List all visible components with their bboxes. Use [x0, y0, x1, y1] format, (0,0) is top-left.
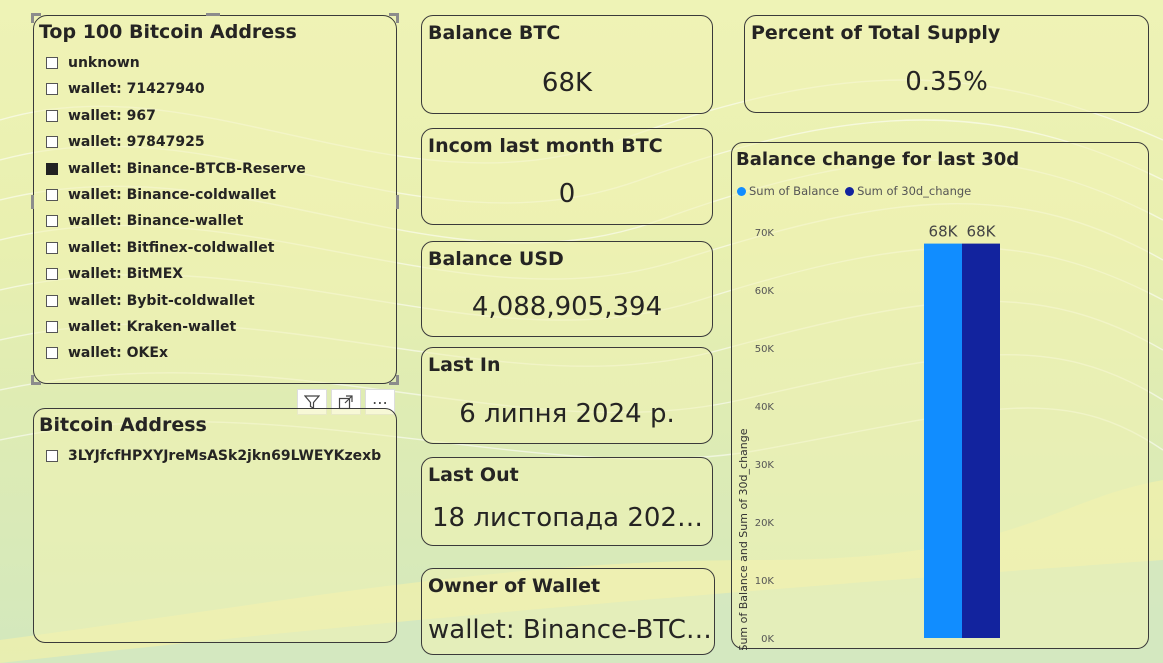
checkbox[interactable]: [46, 294, 58, 307]
checkbox[interactable]: [46, 109, 58, 122]
kpi-value: wallet: Binance-BTC…: [428, 615, 712, 645]
kpi-value: 18 листопада 202…: [432, 503, 703, 533]
slicer-item-label: wallet: Binance-BTCB-Reserve: [68, 160, 306, 177]
slicer-item-label: wallet: 967: [68, 107, 156, 124]
balance-change-chart: Balance change for last 30d Sum of Balan…: [731, 142, 1149, 650]
y-tick-label: 40K: [755, 402, 775, 413]
resize-handle-top-left[interactable]: [31, 13, 41, 16]
chart-title: Balance change for last 30d: [736, 149, 1020, 170]
slicer-item[interactable]: wallet: Bitfinex-coldwallet: [46, 237, 274, 259]
slicer-item[interactable]: wallet: BitMEX: [46, 263, 183, 285]
resize-handle-left[interactable]: [31, 195, 34, 209]
resize-handle-bottom-left[interactable]: [31, 382, 41, 385]
kpi-last-in: Last In 6 липня 2024 р.: [421, 347, 713, 444]
slicer-title: Bitcoin Address: [39, 414, 207, 436]
bar-data-label: 68K: [967, 223, 997, 241]
checkbox[interactable]: [46, 347, 58, 360]
kpi-value: 68K: [541, 68, 593, 98]
slicer-item-label: unknown: [68, 55, 140, 71]
resize-handle-bottom-right-v[interactable]: [396, 375, 399, 385]
slicer-item-label: wallet: OKEx: [68, 345, 168, 362]
kpi-value: 0: [558, 179, 576, 209]
slicer-item-label: wallet: Binance-coldwallet: [68, 187, 276, 203]
slicer-item-label: wallet: Binance-wallet: [68, 213, 244, 230]
slicer-item[interactable]: unknown: [46, 52, 140, 74]
checkbox[interactable]: [46, 136, 58, 149]
slicer-item-label: wallet: Bitfinex-coldwallet: [68, 239, 275, 256]
kpi-title: Balance USD: [428, 248, 564, 270]
resize-handle-right[interactable]: [396, 195, 399, 209]
y-axis-title: Sum of Balance and Sum of 30d_change: [737, 428, 750, 650]
checkbox[interactable]: [46, 268, 58, 281]
kpi-title: Last Out: [428, 464, 519, 486]
checkbox[interactable]: [46, 321, 58, 333]
slicer-item-label: wallet: BitMEX: [68, 266, 184, 283]
kpi-owner-of-wallet: Owner of Wallet wallet: Binance-BTC…: [421, 568, 715, 655]
bar-30d-change[interactable]: [962, 243, 1000, 638]
top100-address-slicer: Top 100 Bitcoin Address unknown wallet: 7…: [33, 15, 397, 384]
checkbox[interactable]: [46, 215, 58, 228]
kpi-value: 4,088,905,394: [471, 292, 663, 322]
bar-balance[interactable]: [924, 243, 962, 638]
resize-handle-top-right[interactable]: [389, 13, 399, 16]
y-tick-label: 70K: [755, 228, 775, 239]
chart-legend: Sum of Balance Sum of 30d_change: [737, 184, 971, 198]
checkbox[interactable]: [46, 189, 58, 201]
kpi-last-out: Last Out 18 листопада 202…: [421, 457, 713, 546]
resize-handle-top-left-v[interactable]: [31, 13, 34, 23]
slicer-item[interactable]: wallet: Binance-coldwallet: [46, 184, 276, 206]
kpi-title: Incom last month BTC: [428, 135, 663, 157]
slicer-item[interactable]: 3LYJfcfHPXYJreMsASk2jkn69LWEYKzexb: [46, 445, 381, 467]
kpi-title: Last In: [428, 354, 501, 376]
slicer-item-label: wallet: Kraken-wallet: [68, 319, 237, 335]
y-tick-label: 0K: [761, 634, 774, 645]
slicer-item[interactable]: wallet: 71427940: [46, 78, 205, 100]
kpi-balance-btc: Balance BTC 68K: [421, 15, 713, 114]
resize-handle-bottom-right[interactable]: [389, 382, 399, 385]
checkbox[interactable]: [46, 241, 58, 254]
kpi-title: Balance BTC: [428, 22, 561, 44]
slicer-item-label: wallet: Bybit-coldwallet: [68, 292, 255, 309]
checkbox[interactable]: [46, 83, 58, 96]
bitcoin-address-slicer: Bitcoin Address 3LYJfcfHPXYJreMsASk2jkn6…: [33, 408, 397, 643]
kpi-income-last-month: Incom last month BTC 0: [421, 128, 713, 225]
slicer-item-label: wallet: 97847925: [68, 134, 205, 151]
checkbox[interactable]: [46, 57, 58, 69]
y-tick-label: 60K: [755, 286, 775, 297]
slicer-item[interactable]: wallet: Kraken-wallet: [46, 316, 236, 338]
bar-data-label: 68K: [929, 223, 959, 241]
kpi-value: 0.35%: [905, 67, 988, 97]
kpi-value: 6 липня 2024 р.: [459, 399, 675, 429]
chart-plot: Sum of Balance and Sum of 30d_change 0K 1…: [737, 223, 1000, 650]
slicer-item[interactable]: wallet: Binance-BTCB-Reserve: [46, 158, 306, 180]
resize-handle-top[interactable]: [206, 13, 220, 16]
legend-label-balance: Sum of Balance: [749, 184, 840, 198]
slicer-item[interactable]: wallet: Bybit-coldwallet: [46, 290, 255, 312]
kpi-balance-usd: Balance USD 4,088,905,394: [421, 241, 713, 337]
kpi-title: Percent of Total Supply: [751, 22, 1001, 44]
y-tick-label: 30K: [755, 460, 775, 471]
kpi-title: Owner of Wallet: [428, 575, 601, 597]
legend-label-change: Sum of 30d_change: [857, 184, 972, 198]
slicer-title: Top 100 Bitcoin Address: [39, 21, 297, 43]
legend-dot-balance: [737, 186, 746, 196]
slicer-item-label: wallet: 71427940: [68, 81, 205, 98]
checkbox[interactable]: [46, 450, 58, 462]
checkbox-checked[interactable]: [46, 162, 58, 175]
y-tick-label: 50K: [755, 344, 775, 355]
resize-handle-top-right-v[interactable]: [396, 13, 399, 23]
slicer-item[interactable]: wallet: 97847925: [46, 131, 205, 153]
slicer-item[interactable]: wallet: OKEx: [46, 342, 168, 364]
y-tick-label: 10K: [755, 576, 775, 587]
slicer-item[interactable]: wallet: 967: [46, 105, 156, 127]
slicer-item-label: 3LYJfcfHPXYJreMsASk2jkn69LWEYKzexb: [68, 448, 382, 464]
slicer-item[interactable]: wallet: Binance-wallet: [46, 210, 243, 232]
kpi-percent-supply: Percent of Total Supply 0.35%: [744, 15, 1149, 113]
y-tick-label: 20K: [755, 518, 775, 529]
legend-dot-change: [845, 186, 855, 196]
resize-handle-bottom-left-v[interactable]: [31, 375, 34, 385]
